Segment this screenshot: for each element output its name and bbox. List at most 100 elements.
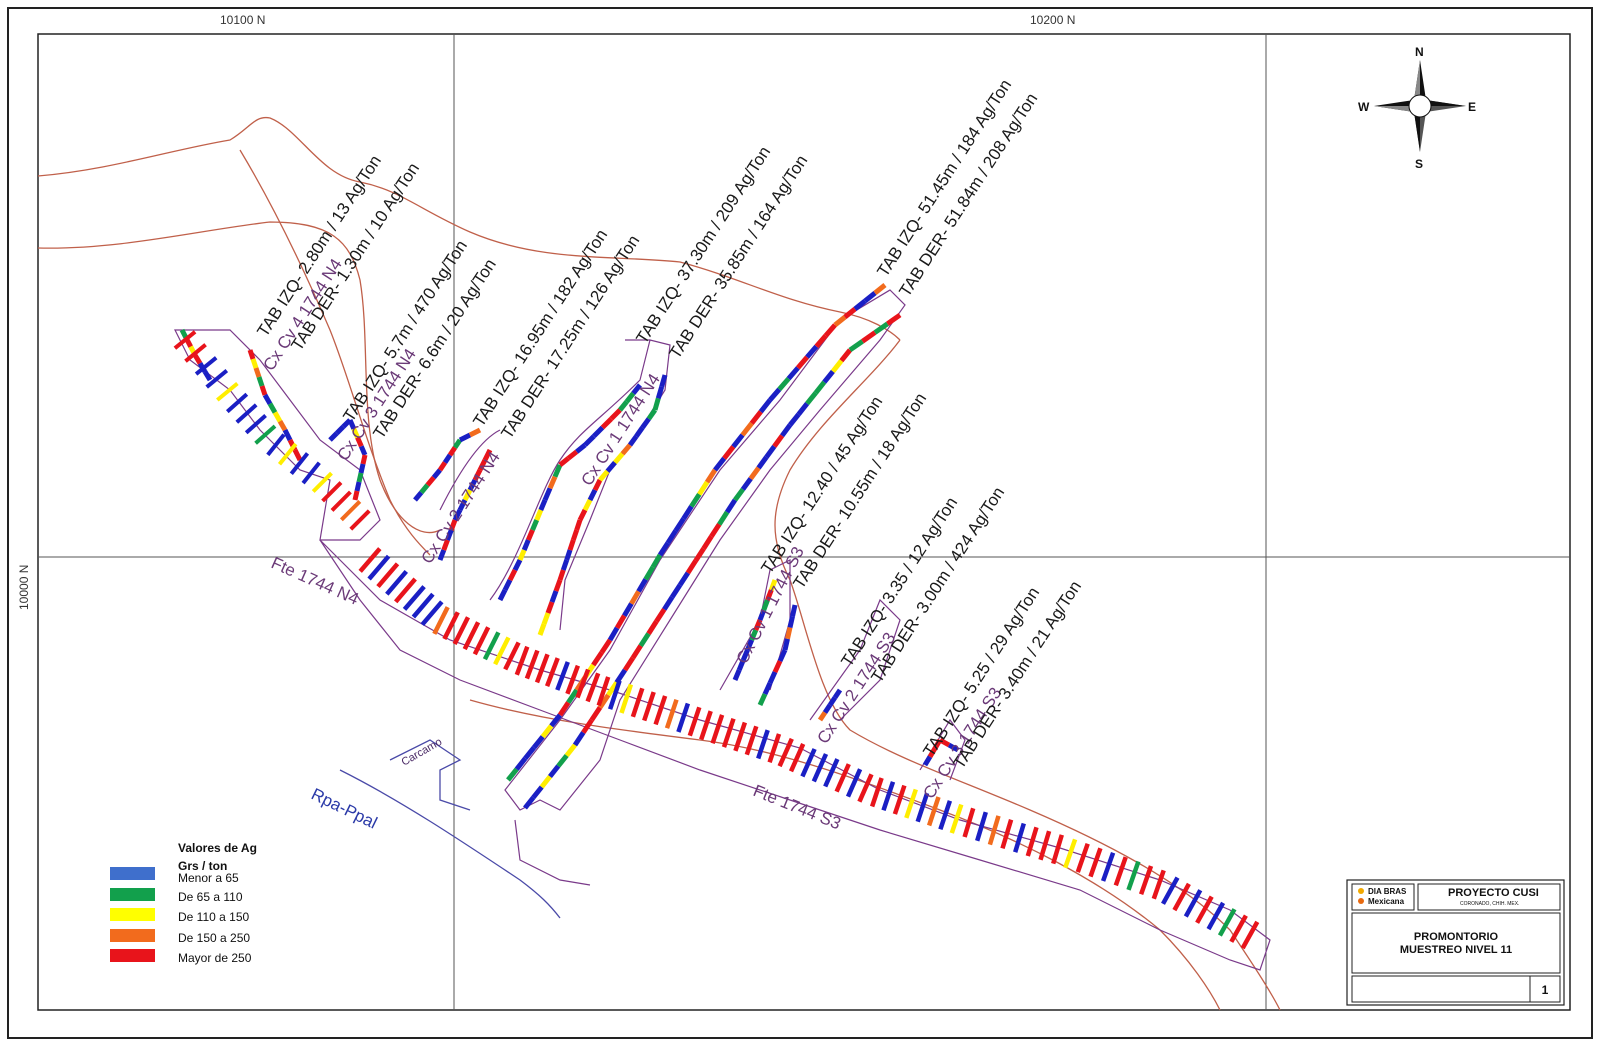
annotation-main-der: TAB DER- 51.84m / 208 Ag/Ton bbox=[895, 90, 1041, 301]
cxcv2-left-sample bbox=[431, 468, 442, 480]
fte-n4-cross-sample bbox=[277, 442, 298, 466]
ramp-left-wall-sample bbox=[506, 767, 519, 782]
cxcv1s3-sample bbox=[732, 669, 742, 681]
fte-s3-cross-sample bbox=[472, 626, 491, 656]
cxcv3-sample bbox=[352, 490, 360, 501]
grid-label-10100n: 10100 N bbox=[220, 13, 265, 27]
fte-s3-cross-sample bbox=[1000, 819, 1014, 850]
cxcv1-left-sample bbox=[624, 391, 636, 404]
ramp-left-wall-sample bbox=[607, 626, 620, 642]
fte-s3-cross-sample bbox=[1240, 920, 1260, 950]
fte-s3-cross-sample bbox=[367, 554, 391, 581]
fte-s3-cross-sample bbox=[1075, 843, 1090, 873]
ramp-right-wall-sample bbox=[756, 455, 769, 470]
fte-s3-cross-sample bbox=[1161, 876, 1180, 905]
ramp-left-wall-sample bbox=[863, 291, 877, 303]
fte-n4-cross-sample bbox=[244, 414, 267, 435]
ramp-left-wall-sample bbox=[599, 638, 613, 654]
cxcv2-right-sample bbox=[445, 529, 454, 541]
contour-lines bbox=[37, 116, 1281, 1011]
ramp-right-wall-sample bbox=[886, 312, 902, 326]
ramp-left-wall-sample bbox=[549, 713, 562, 728]
ramp-left-wall-sample bbox=[731, 433, 745, 449]
fte-s3-cross-sample bbox=[788, 742, 806, 773]
ramp-left-wall-sample bbox=[853, 299, 867, 311]
fte-s3-cross-sample bbox=[811, 753, 829, 783]
ramp-left-wall-sample bbox=[758, 398, 772, 414]
fte-n4-cross-sample bbox=[184, 343, 207, 363]
fte-s3-cross-sample bbox=[1195, 895, 1214, 924]
ramp-right-wall-sample bbox=[717, 510, 730, 526]
tunnel-label-cx-cv2-n4: Cx Cv 2 1744 N4 bbox=[417, 448, 503, 567]
ramp-left-wall-sample bbox=[540, 724, 554, 739]
cxcv3-sample bbox=[360, 454, 368, 465]
fte-s3-cross-sample bbox=[1025, 826, 1039, 857]
cxcv2-left-sample bbox=[419, 483, 430, 495]
compass-rose: N S E W bbox=[1358, 45, 1476, 171]
cxcv2s3-sample bbox=[822, 703, 833, 714]
cxcv1s3-sample bbox=[740, 649, 750, 661]
cxcv1-left-sample bbox=[525, 529, 535, 541]
fte-s3-cross-sample bbox=[1063, 838, 1078, 869]
fte-s3-cross-sample bbox=[1138, 865, 1154, 896]
ramp-left-wall-sample bbox=[873, 283, 887, 295]
sheet-number: 1 bbox=[1542, 983, 1549, 997]
cxcv1s3-sample bbox=[736, 659, 746, 671]
cxcv3-sample bbox=[328, 431, 339, 442]
ramp-right-wall-sample bbox=[822, 369, 835, 384]
cxcv3s3-sample bbox=[927, 747, 938, 758]
tunnel-label-cx-cv1-n4: Cx Cv 1 1744 N4 bbox=[577, 370, 663, 489]
ramp-right-wall-sample bbox=[638, 632, 651, 648]
ramp-right-wall-sample bbox=[572, 731, 586, 747]
cxcv1s3-wall-sample bbox=[785, 626, 793, 640]
ramp-left-wall-sample bbox=[777, 376, 791, 391]
ramp-left-wall-sample bbox=[823, 323, 837, 338]
ramp-left-wall-sample bbox=[673, 517, 686, 533]
fte-s3-cross-sample bbox=[555, 661, 570, 691]
cxcv1-right-sample bbox=[567, 539, 576, 551]
ramp-left-wall-sample bbox=[722, 445, 736, 460]
ramp-left-wall-sample bbox=[786, 366, 800, 381]
cxcv3s3-sample bbox=[922, 755, 933, 767]
ramp-right-wall-sample bbox=[589, 706, 603, 722]
fte-n4-cross-sample bbox=[254, 424, 277, 445]
cxcv1-right-sample bbox=[564, 549, 573, 561]
ramp-right-wall-sample bbox=[548, 764, 561, 779]
cxcv1-right-sample bbox=[640, 417, 651, 429]
fte-s3-cross-sample bbox=[869, 777, 884, 808]
ramp-outline bbox=[339, 739, 561, 919]
cxcv3-sample bbox=[334, 424, 346, 436]
fte-n4-cross-sample bbox=[330, 490, 352, 512]
cxcv4-wall-sample bbox=[247, 349, 256, 360]
fte-s3-cross-sample bbox=[514, 645, 530, 676]
ramp-right-wall-sample bbox=[597, 693, 611, 709]
cxcv2-right-sample bbox=[448, 519, 458, 531]
fte-n4-cross-sample bbox=[311, 471, 333, 493]
ramp-left-wall-sample bbox=[557, 701, 571, 717]
cxcv2-left-sample bbox=[442, 453, 453, 464]
fte-s3-cross-sample bbox=[1151, 869, 1166, 900]
cxcv1s3-sample bbox=[749, 629, 759, 641]
compass-e: E bbox=[1468, 100, 1476, 114]
fte-s3-cross-sample bbox=[962, 807, 976, 838]
cxcv3-sample bbox=[358, 463, 366, 474]
cxcv4-wall-sample bbox=[256, 376, 265, 387]
fte-s3-cross-sample bbox=[565, 664, 581, 695]
cxcv1-right-sample bbox=[553, 579, 563, 592]
cxcv1s3-wall-sample bbox=[772, 659, 783, 674]
cxcv2-left-sample bbox=[413, 490, 424, 502]
fte-s3-cross-sample bbox=[975, 811, 988, 842]
fte-s3-cross-sample bbox=[800, 748, 817, 778]
cxcv1-right-sample bbox=[620, 443, 632, 456]
cxcv2s3-sample bbox=[817, 711, 828, 722]
cxcv1-left-sample bbox=[592, 425, 605, 439]
cxcv2-left-sample bbox=[447, 446, 458, 457]
fte-s3-cross-sample bbox=[938, 800, 953, 831]
compass-w: W bbox=[1358, 100, 1370, 114]
cxcv1-right-sample bbox=[541, 612, 551, 625]
legend-label-mayor-250: Mayor de 250 bbox=[178, 951, 252, 965]
ramp-right-wall-sample bbox=[861, 330, 877, 344]
fte-n4-cross-sample bbox=[349, 509, 371, 531]
fte-s3-cross-sample bbox=[503, 641, 521, 671]
cxcv2-left-sample bbox=[425, 475, 436, 487]
